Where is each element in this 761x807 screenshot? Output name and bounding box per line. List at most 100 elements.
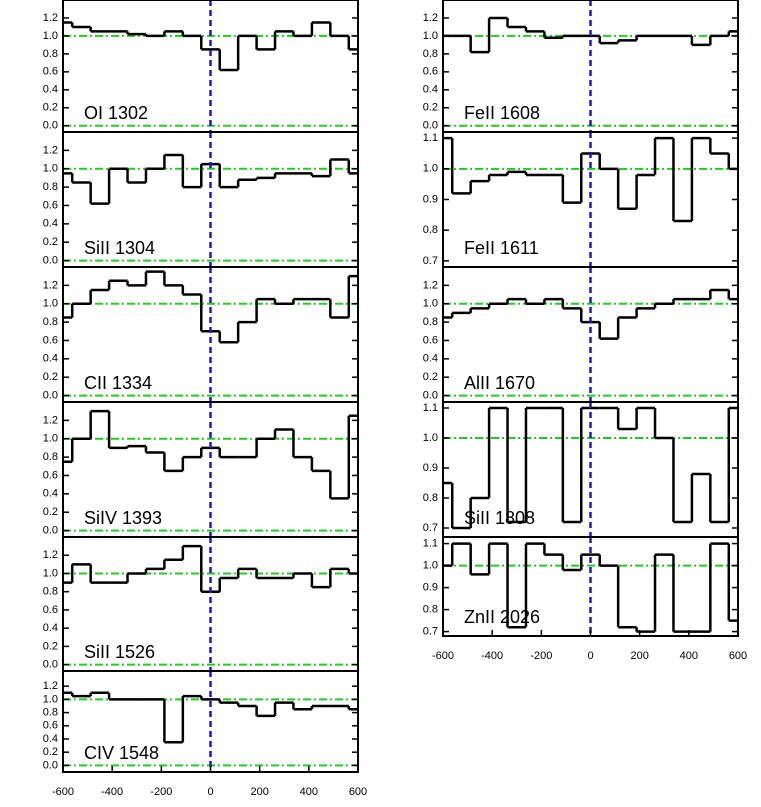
panel: 0.7 0.8 0.9 1.0 1.1 -600 -400 -200 0 200 400 600 ZnI… bbox=[423, 536, 747, 662]
y-tick-label: 0.2 bbox=[43, 506, 58, 518]
y-tick-label: 1.0 bbox=[43, 567, 58, 579]
y-tick-label: 1.2 bbox=[423, 279, 438, 291]
y-tick-label: 1.2 bbox=[423, 12, 438, 24]
y-tick-label: 0.2 bbox=[43, 640, 58, 652]
y-tick-label: 0.0 bbox=[423, 120, 438, 132]
plot-area bbox=[443, 402, 738, 537]
line-label: CIV 1548 bbox=[84, 743, 159, 763]
line-label: CII 1334 bbox=[84, 373, 152, 393]
y-tick-label: 0.8 bbox=[423, 316, 438, 328]
x-tick-label: -200 bbox=[530, 650, 552, 662]
y-tick-label: 0.6 bbox=[423, 66, 438, 78]
y-tick-label: 0.6 bbox=[43, 604, 58, 616]
y-tick-label: 0.8 bbox=[43, 451, 58, 463]
plot-area bbox=[63, 0, 358, 132]
y-tick-label: 1.2 bbox=[43, 549, 58, 561]
y-tick-label: 0.2 bbox=[43, 746, 58, 758]
y-tick-label: 0.0 bbox=[43, 389, 58, 401]
y-tick-label: 1.0 bbox=[423, 298, 438, 310]
line-label: OI 1302 bbox=[84, 103, 148, 123]
panel: 0.0 0.2 0.4 0.6 0.8 1.0 1.2 CII 1334 bbox=[43, 266, 359, 403]
panel: 0.7 0.8 0.9 1.0 1.1 SiII 1808 bbox=[423, 401, 739, 538]
plot-area bbox=[63, 132, 358, 267]
y-tick-label: 0.6 bbox=[43, 469, 58, 481]
y-tick-label: 0.0 bbox=[43, 524, 58, 536]
y-tick-label: 1.0 bbox=[43, 298, 58, 310]
y-tick-label: 0.9 bbox=[423, 193, 438, 205]
x-tick-label: 200 bbox=[630, 650, 648, 662]
x-tick-label: 0 bbox=[207, 786, 213, 798]
plot-area bbox=[443, 132, 738, 267]
y-tick-label: 0.0 bbox=[43, 120, 58, 132]
y-tick-label: 0.2 bbox=[43, 102, 58, 114]
panel: 0.7 0.8 0.9 1.0 1.1 FeII 1611 bbox=[423, 131, 739, 268]
y-tick-label: 1.1 bbox=[423, 402, 438, 414]
plot-area bbox=[63, 267, 358, 402]
y-tick-label: 0.8 bbox=[423, 224, 438, 236]
y-tick-label: 0.4 bbox=[43, 622, 58, 634]
y-tick-label: 1.2 bbox=[43, 414, 58, 426]
y-tick-label: 0.4 bbox=[43, 218, 58, 230]
line-label: FeII 1611 bbox=[464, 238, 539, 258]
y-tick-label: 0.8 bbox=[43, 706, 58, 718]
y-tick-label: 0.4 bbox=[43, 488, 58, 500]
panel: 0.0 0.2 0.4 0.6 0.8 1.0 1.2 SiII 1304 bbox=[43, 131, 359, 268]
plot-area bbox=[63, 671, 358, 772]
y-tick-label: 0.8 bbox=[43, 316, 58, 328]
y-tick-label: 0.8 bbox=[43, 48, 58, 60]
y-tick-label: 0.8 bbox=[423, 604, 438, 616]
line-label: SiII 1526 bbox=[84, 642, 155, 662]
y-tick-label: 0.2 bbox=[43, 371, 58, 383]
y-tick-label: 0.4 bbox=[423, 84, 438, 96]
x-tick-label: 0 bbox=[587, 650, 593, 662]
line-label: SiIV 1393 bbox=[84, 508, 162, 528]
y-tick-label: 1.2 bbox=[43, 279, 58, 291]
panel: 0.0 0.2 0.4 0.6 0.8 1.0 1.2 SiIV 1393 bbox=[43, 401, 359, 538]
y-tick-label: 1.0 bbox=[43, 433, 58, 445]
plot-area bbox=[443, 537, 738, 636]
y-tick-label: 1.0 bbox=[423, 163, 438, 175]
y-tick-label: 0.0 bbox=[43, 759, 58, 771]
panel: 0.0 0.2 0.4 0.6 0.8 1.0 1.2 AlII 1670 bbox=[423, 266, 739, 403]
y-tick-label: 0.6 bbox=[43, 720, 58, 732]
y-tick-label: 0.4 bbox=[43, 733, 58, 745]
x-tick-label: -600 bbox=[52, 786, 74, 798]
y-tick-label: 0.9 bbox=[423, 582, 438, 594]
y-tick-label: 1.0 bbox=[43, 163, 58, 175]
y-tick-label: 0.2 bbox=[423, 371, 438, 383]
y-tick-label: 0.6 bbox=[43, 334, 58, 346]
y-tick-label: 0.7 bbox=[423, 522, 438, 534]
line-label: SiII 1304 bbox=[84, 238, 155, 258]
y-tick-label: 1.2 bbox=[43, 12, 58, 24]
y-tick-label: 0.8 bbox=[43, 586, 58, 598]
plot-area bbox=[443, 0, 738, 132]
y-tick-label: 0.4 bbox=[43, 84, 58, 96]
line-label: SiII 1808 bbox=[464, 508, 535, 528]
y-tick-label: 0.8 bbox=[423, 492, 438, 504]
y-tick-label: 0.2 bbox=[423, 102, 438, 114]
line-label: ZnII 2026 bbox=[464, 607, 540, 627]
y-tick-label: 0.0 bbox=[43, 659, 58, 671]
y-tick-label: 0.7 bbox=[423, 255, 438, 267]
y-tick-label: 1.1 bbox=[423, 538, 438, 550]
x-tick-label: -400 bbox=[101, 786, 123, 798]
y-tick-label: 0.4 bbox=[43, 353, 58, 365]
y-tick-label: 1.0 bbox=[423, 30, 438, 42]
plot-area bbox=[63, 402, 358, 537]
y-tick-label: 0.6 bbox=[43, 66, 58, 78]
y-tick-label: 0.2 bbox=[43, 236, 58, 248]
y-tick-label: 1.2 bbox=[43, 680, 58, 692]
y-tick-label: 1.0 bbox=[423, 560, 438, 572]
x-tick-label: -600 bbox=[432, 650, 454, 662]
y-tick-label: 1.1 bbox=[423, 132, 438, 144]
y-tick-label: 1.2 bbox=[43, 144, 58, 156]
x-tick-label: 200 bbox=[250, 786, 268, 798]
y-tick-label: 1.0 bbox=[423, 432, 438, 444]
x-tick-label: -200 bbox=[150, 786, 172, 798]
y-tick-label: 0.6 bbox=[423, 334, 438, 346]
panel: 0.0 0.2 0.4 0.6 0.8 1.0 1.2 OI 1302 bbox=[43, 0, 359, 133]
y-tick-label: 0.6 bbox=[43, 199, 58, 211]
y-tick-label: 0.4 bbox=[423, 353, 438, 365]
x-tick-label: -400 bbox=[481, 650, 503, 662]
